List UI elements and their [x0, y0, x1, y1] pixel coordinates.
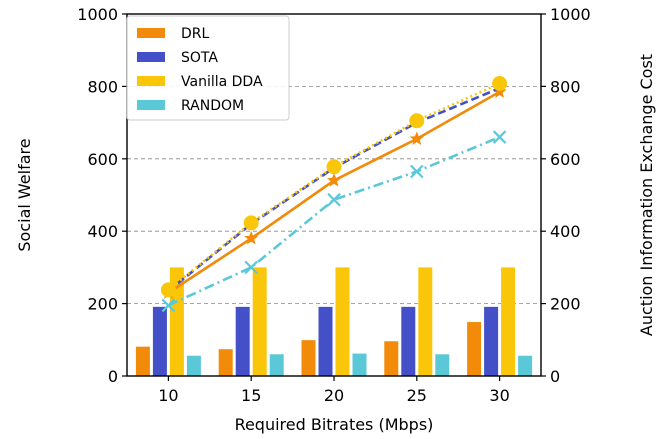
- y-axis-left-title: Social Welfare: [15, 138, 34, 251]
- y-right-tick-label: 800: [550, 77, 581, 96]
- x-tick-label: 30: [489, 386, 509, 405]
- x-axis-title: Required Bitrates (Mbps): [235, 415, 434, 434]
- bar-sota: [318, 306, 333, 376]
- marker-random: [244, 260, 258, 275]
- legend-swatch-vanilla-dda: [137, 76, 165, 86]
- grid-lines: [127, 86, 541, 305]
- marker-random: [161, 298, 176, 313]
- legend-swatch-drl: [137, 28, 165, 38]
- legend-swatch-sota: [137, 52, 165, 62]
- bar-drl: [467, 322, 482, 376]
- bar-drl: [301, 340, 316, 376]
- marker-drl: [326, 173, 342, 187]
- marker-random: [327, 192, 341, 207]
- bar-sota: [152, 306, 167, 376]
- bar-drl: [384, 341, 399, 376]
- x-tick-label: 10: [158, 386, 178, 405]
- bar-vanilla-dda: [335, 267, 350, 376]
- y-left-tick-label: 400: [87, 222, 118, 241]
- bar-random: [269, 354, 284, 376]
- marker-random: [492, 130, 507, 144]
- y-left-tick-label: 200: [87, 295, 118, 314]
- bar-random: [352, 353, 367, 376]
- marker-drl: [492, 84, 507, 98]
- bar-sota: [235, 306, 250, 376]
- y-right-tick-label: 1000: [550, 5, 591, 24]
- legend-label-random: RANDOM: [181, 98, 244, 114]
- bars: [135, 267, 533, 376]
- bar-random: [518, 355, 533, 376]
- y-right-tick-label: 0: [550, 367, 560, 386]
- bar-random: [435, 354, 450, 376]
- bar-sota: [484, 306, 499, 376]
- marker-vanilla-dda: [409, 113, 425, 129]
- y-left-tick-label: 800: [87, 77, 118, 96]
- marker-vanilla-dda: [326, 159, 342, 175]
- bar-vanilla-dda: [501, 267, 516, 376]
- bar-vanilla-dda: [252, 267, 267, 376]
- line-drl: [167, 90, 501, 294]
- y-axis-right-title: Auction Information Exchange Cost: [637, 54, 656, 336]
- y-right-tick-label: 600: [550, 150, 581, 169]
- y-left-tick-label: 0: [108, 367, 118, 386]
- x-tick-label: 20: [324, 386, 344, 405]
- x-tick-label: 25: [407, 386, 427, 405]
- bar-random: [186, 355, 201, 376]
- marker-random: [410, 164, 424, 179]
- y-left-tick-label: 600: [87, 150, 118, 169]
- marker-vanilla-dda: [243, 215, 259, 231]
- legend-swatch-random: [137, 100, 165, 110]
- line-random: [167, 135, 501, 307]
- marker-vanilla-dda: [492, 76, 508, 92]
- legend-label-sota: SOTA: [181, 50, 218, 66]
- y-right-tick-label: 400: [550, 222, 581, 241]
- bar-drl: [218, 349, 233, 376]
- marker-vanilla-dda: [160, 282, 176, 298]
- legend-label-vanilla-dda: Vanilla DDA: [181, 74, 263, 90]
- y-right-tick-label: 200: [550, 295, 581, 314]
- bar-sota: [401, 306, 416, 376]
- bar-drl: [135, 346, 150, 376]
- marker-drl: [244, 230, 259, 245]
- legend: DRL SOTA Vanilla DDA RANDOM: [126, 15, 290, 121]
- bar-vanilla-dda: [418, 267, 433, 376]
- legend-box: [126, 15, 290, 121]
- lines: [160, 76, 508, 313]
- y-left-tick-label: 1000: [77, 5, 118, 24]
- marker-drl: [409, 131, 424, 145]
- x-tick-label: 15: [241, 386, 261, 405]
- ticks: 0 0 200 200 400 400 600 600 800 800 1000 1000 10 15 20…: [77, 5, 590, 405]
- legend-label-drl: DRL: [181, 26, 210, 42]
